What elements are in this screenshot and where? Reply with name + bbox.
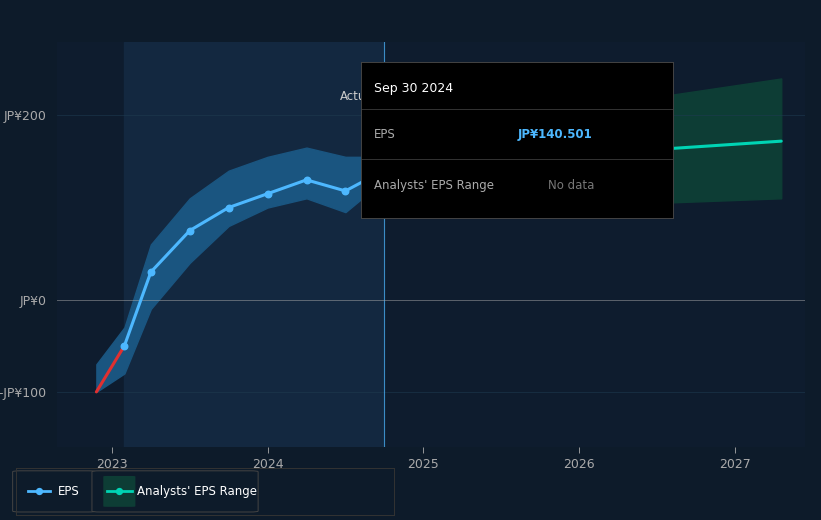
Text: No data: No data bbox=[548, 179, 594, 192]
Point bbox=[339, 187, 352, 195]
Text: Actual: Actual bbox=[340, 90, 377, 103]
Text: EPS: EPS bbox=[374, 128, 396, 140]
Text: Analysts' EPS Range: Analysts' EPS Range bbox=[137, 485, 257, 498]
Point bbox=[118, 342, 131, 350]
Point bbox=[300, 176, 313, 184]
Bar bbox=[125, 42, 384, 447]
Point bbox=[33, 487, 46, 496]
Point bbox=[222, 203, 236, 212]
Point bbox=[378, 166, 391, 174]
Point bbox=[183, 226, 196, 235]
Point bbox=[112, 487, 126, 496]
Point bbox=[650, 145, 663, 153]
FancyBboxPatch shape bbox=[92, 471, 258, 512]
Text: Analysts' EPS Range: Analysts' EPS Range bbox=[374, 179, 493, 192]
Point bbox=[144, 268, 158, 276]
Text: EPS: EPS bbox=[58, 485, 80, 498]
FancyBboxPatch shape bbox=[12, 471, 96, 512]
Point bbox=[261, 189, 274, 198]
Text: Sep 30 2024: Sep 30 2024 bbox=[374, 83, 453, 96]
Point bbox=[417, 159, 430, 167]
Text: Analysts Forecasts: Analysts Forecasts bbox=[392, 90, 502, 103]
FancyBboxPatch shape bbox=[103, 476, 135, 507]
Text: JP¥140.501: JP¥140.501 bbox=[517, 128, 592, 140]
